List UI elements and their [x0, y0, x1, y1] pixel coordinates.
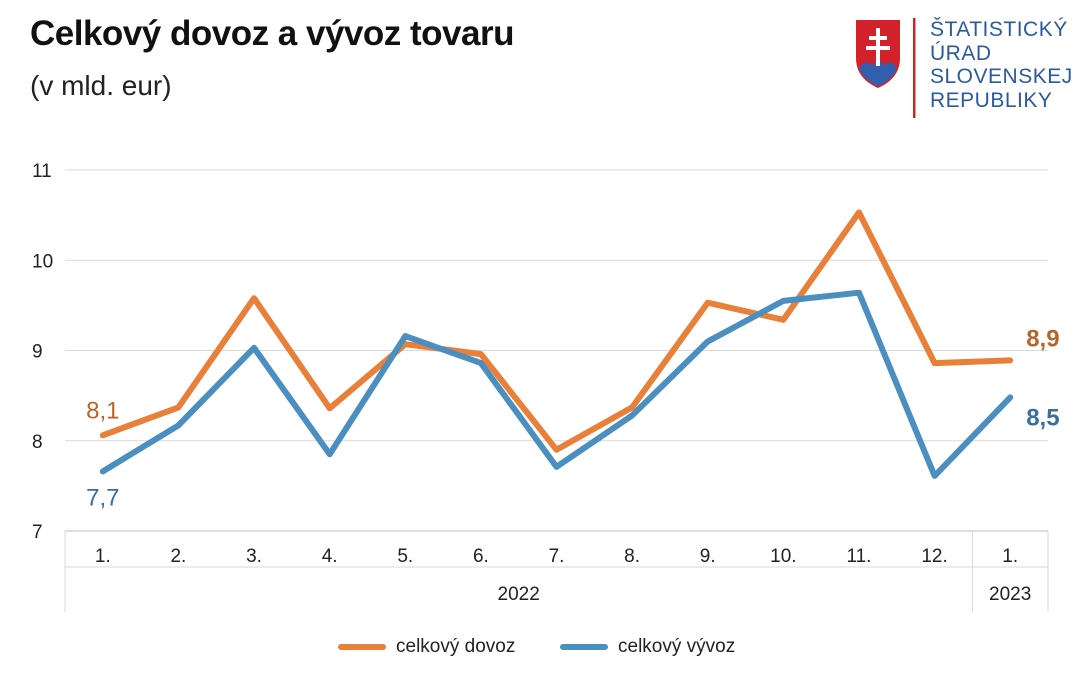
logo-line-1: ŠTATISTICKÝ: [930, 18, 1068, 41]
x-tick-label: 10.: [770, 546, 796, 567]
x-tick-label: 9.: [700, 546, 716, 567]
logo-line-2: ÚRAD: [930, 41, 992, 65]
legend-label-export: celkový vývoz: [618, 636, 736, 657]
year-label: 2022: [498, 584, 540, 605]
data-label-import-first: 8,1: [86, 397, 119, 424]
y-tick-label: 7: [32, 522, 43, 543]
legend-swatch-import: [338, 644, 386, 650]
x-tick-label: 11.: [846, 546, 871, 567]
statistical-office-logo: [856, 18, 916, 118]
data-label-export-last: 8,5: [1026, 404, 1059, 431]
chart-subtitle: (v mld. eur): [30, 70, 172, 101]
x-tick-label: 8.: [624, 546, 640, 567]
slovak-coat-of-arms-icon: [856, 20, 900, 88]
y-tick-label: 9: [32, 342, 43, 363]
legend-item-import: celkový dovoz: [338, 636, 515, 658]
x-tick-label: 4.: [322, 546, 338, 567]
statistical-office-name: ŠTATISTICKÝ ÚRAD SLOVENSKEJ REPUBLIKY: [930, 18, 1073, 112]
y-tick-label: 11: [32, 161, 52, 182]
data-label-import-last: 8,9: [1026, 325, 1059, 352]
x-tick-label: 1.: [1002, 546, 1018, 567]
x-tick-label: 2.: [170, 546, 186, 567]
y-tick-label: 10: [32, 251, 53, 272]
series-line-import: [99, 209, 1014, 453]
x-tick-label: 3.: [246, 546, 262, 567]
legend-swatch-export: [560, 644, 608, 650]
x-tick-label: 6.: [473, 546, 489, 567]
chart-legend: celkový dovoz celkový vývoz: [0, 636, 1080, 662]
chart-title: Celkový dovoz a vývoz tovaru: [30, 14, 514, 53]
x-tick-label: 1.: [95, 546, 111, 567]
x-tick-label: 7.: [549, 546, 565, 567]
y-tick-label: 8: [32, 432, 43, 453]
logo-line-4: REPUBLIKY: [930, 88, 1053, 112]
series-line-export: [99, 289, 1014, 479]
logo-line-3: SLOVENSKEJ: [930, 65, 1073, 88]
legend-item-export: celkový vývoz: [560, 636, 735, 658]
line-chart: 7 8 9 10 11 1. 2. 3. 4. 5. 6. 7. 8. 9. 10. 11. 12. 1. 2022…: [32, 161, 1060, 612]
data-label-export-first: 7,7: [86, 484, 119, 511]
year-label: 2023: [989, 584, 1031, 605]
x-tick-label: 5.: [397, 546, 413, 567]
legend-label-import: celkový dovoz: [396, 636, 516, 657]
x-tick-label: 12.: [921, 546, 947, 567]
